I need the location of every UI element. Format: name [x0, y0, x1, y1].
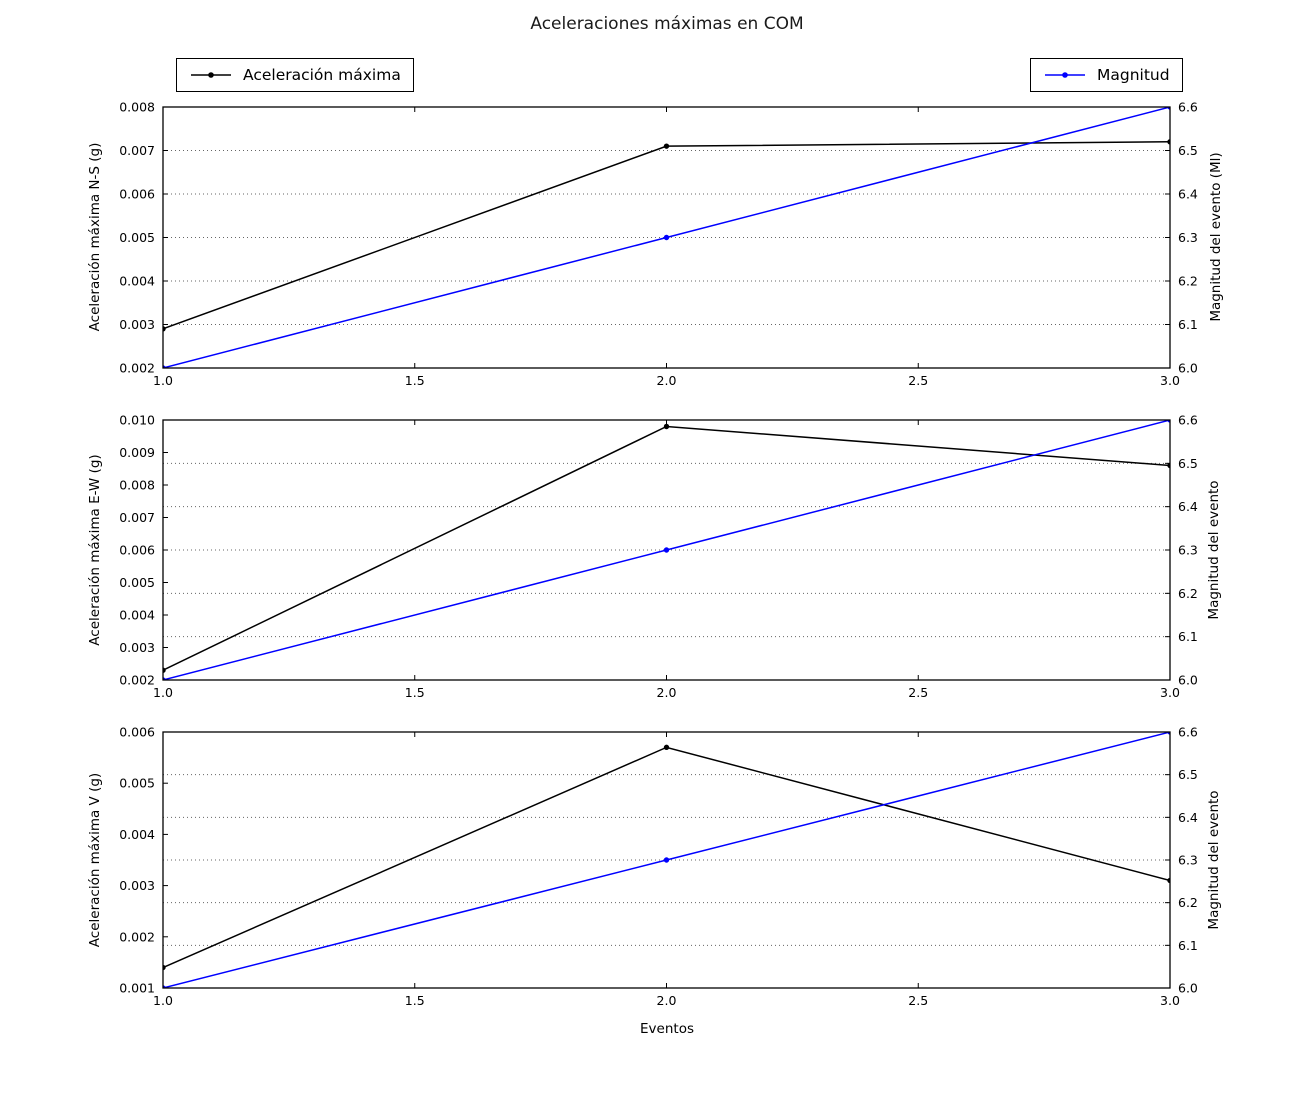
x-tick-label: 2.0 [657, 373, 677, 388]
data-point-marker [163, 365, 166, 368]
y-tick-label-right: 6.4 [1178, 499, 1198, 514]
data-point-marker [663, 744, 670, 751]
y-tick-label-left: 0.002 [119, 361, 155, 376]
y-tick-label-left: 0.005 [119, 230, 155, 245]
x-tick-label: 2.5 [908, 993, 928, 1008]
y-tick-label-right: 6.3 [1178, 230, 1198, 245]
data-point-marker [163, 985, 166, 988]
y-tick-label-right: 6.6 [1178, 725, 1198, 740]
y-tick-label-right: 6.6 [1178, 413, 1198, 428]
x-tick-label: 3.0 [1160, 685, 1180, 700]
x-tick-label: 1.0 [153, 685, 173, 700]
data-point-marker [1167, 877, 1170, 884]
legend-magnitude: Magnitud [1030, 58, 1183, 92]
y-tick-label-right: 6.6 [1178, 100, 1198, 115]
series-group [163, 107, 1170, 368]
y-tick-label-left: 0.004 [119, 608, 155, 623]
y-tick-label-left: 0.008 [119, 478, 155, 493]
data-point-marker [163, 326, 166, 332]
y-tick-label-right: 6.5 [1178, 456, 1198, 471]
y-tick-label-left: 0.007 [119, 510, 155, 525]
y-tick-label-right: 6.2 [1178, 274, 1198, 289]
y-tick-label-left: 0.006 [119, 187, 155, 202]
y-tick-label-right: 6.3 [1178, 853, 1198, 868]
data-point-marker [163, 677, 166, 680]
data-point-marker [163, 964, 166, 971]
x-tick-label: 2.0 [657, 993, 677, 1008]
subplot-2: 1.0 1.5 2.0 2.5 3.0 0.002 0.003 0.004 0.005 0.006… [119, 413, 1198, 701]
x-tick-label: 1.5 [405, 373, 425, 388]
data-point-marker [163, 667, 166, 673]
chart-title: Aceleraciones máximas en COM [530, 14, 804, 34]
y-tick-label-right: 6.4 [1178, 187, 1198, 202]
x-tick-label: 3.0 [1160, 993, 1180, 1008]
y-tick-label-right: 6.5 [1178, 143, 1198, 158]
data-point-marker [1167, 420, 1170, 423]
y-tick-label-right: 6.4 [1178, 810, 1198, 825]
legend-acceleration-label: Aceleración máxima [243, 66, 401, 84]
blue-line-marker-icon [1045, 72, 1085, 78]
data-point-marker [1167, 732, 1170, 735]
y-tick-label-left: 0.006 [119, 725, 155, 740]
series-group [163, 732, 1170, 988]
legend-acceleration: Aceleración máxima [176, 58, 414, 92]
x-tick-label: 1.0 [153, 373, 173, 388]
x-tick-label: 2.5 [908, 373, 928, 388]
y-tick-label-right: 6.3 [1178, 543, 1198, 558]
x-tick-label: 2.5 [908, 685, 928, 700]
y-tick-label-right: 6.0 [1178, 673, 1198, 688]
y-tick-label-left: 0.002 [119, 673, 155, 688]
y-tick-label-right: 6.5 [1178, 767, 1198, 782]
x-tick-label: 3.0 [1160, 373, 1180, 388]
y-tick-label-right: 6.0 [1178, 361, 1198, 376]
y-tick-label-left: 0.007 [119, 143, 155, 158]
legend-magnitude-label: Magnitud [1097, 66, 1170, 84]
y-tick-label-left: 0.002 [119, 929, 155, 944]
y-tick-label-left: 0.008 [119, 100, 155, 115]
y-tick-label-right: 6.1 [1178, 938, 1198, 953]
x-tick-label: 1.0 [153, 993, 173, 1008]
y-tick-label-left: 0.005 [119, 776, 155, 791]
y-tick-label-right: 6.0 [1178, 981, 1198, 996]
subplot-3: 1.0 1.5 2.0 2.5 3.0 0.001 0.002 0.003 0.004 0.005… [119, 725, 1198, 1009]
data-point-marker [1167, 139, 1170, 145]
xlabel-eventos: Eventos [640, 1021, 694, 1037]
data-point-marker [663, 423, 670, 430]
data-point-marker [663, 547, 670, 553]
y-tick-label-left: 0.003 [119, 640, 155, 655]
y-tick-label-left: 0.001 [119, 981, 155, 996]
data-point-marker [1167, 107, 1170, 110]
data-point-marker [663, 857, 670, 863]
y-tick-label-left: 0.003 [119, 878, 155, 893]
series-group [163, 420, 1170, 680]
y-tick-label-left: 0.005 [119, 575, 155, 590]
y-tick-label-left: 0.003 [119, 317, 155, 332]
y-tick-label-left: 0.009 [119, 445, 155, 460]
y-tick-label-right: 6.1 [1178, 629, 1198, 644]
data-point-marker [663, 143, 670, 149]
black-line-marker-icon [191, 72, 231, 78]
x-tick-label: 1.5 [405, 993, 425, 1008]
y-tick-label-left: 0.004 [119, 274, 155, 289]
x-tick-label: 1.5 [405, 685, 425, 700]
subplot-1: 1.0 1.5 2.0 2.5 3.0 0.002 0.003 0.004 0.005 0.006… [119, 100, 1198, 389]
y-tick-label-right: 6.1 [1178, 317, 1198, 332]
data-point-marker [1167, 462, 1170, 469]
y-tick-label-right: 6.2 [1178, 895, 1198, 910]
x-tick-label: 2.0 [657, 685, 677, 700]
y-tick-label-left: 0.004 [119, 827, 155, 842]
y-tick-label-left: 0.010 [119, 413, 155, 428]
data-point-marker [663, 234, 670, 241]
y-tick-label-right: 6.2 [1178, 586, 1198, 601]
y-tick-label-left: 0.006 [119, 543, 155, 558]
